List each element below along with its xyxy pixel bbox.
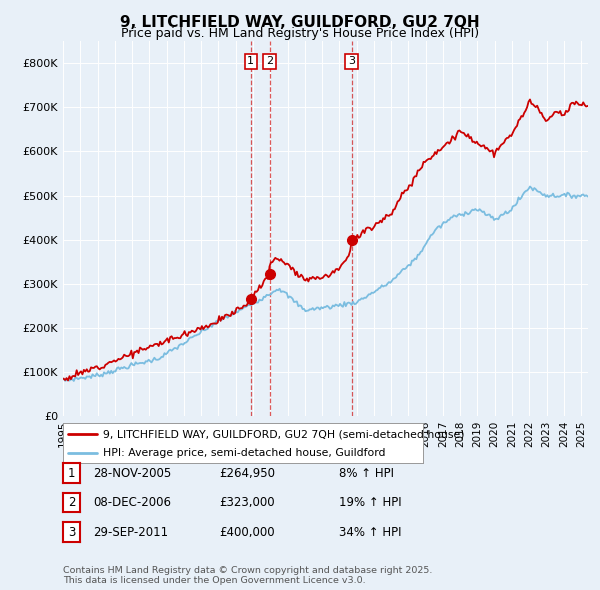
Text: 08-DEC-2006: 08-DEC-2006 (93, 496, 171, 509)
Text: Contains HM Land Registry data © Crown copyright and database right 2025.
This d: Contains HM Land Registry data © Crown c… (63, 566, 433, 585)
Text: 34% ↑ HPI: 34% ↑ HPI (339, 526, 401, 539)
Text: £323,000: £323,000 (219, 496, 275, 509)
Text: 9, LITCHFIELD WAY, GUILDFORD, GU2 7QH: 9, LITCHFIELD WAY, GUILDFORD, GU2 7QH (120, 15, 480, 30)
Text: 8% ↑ HPI: 8% ↑ HPI (339, 467, 394, 480)
Text: 28-NOV-2005: 28-NOV-2005 (93, 467, 171, 480)
Text: 2: 2 (68, 496, 75, 509)
Text: 3: 3 (68, 526, 75, 539)
Text: Price paid vs. HM Land Registry's House Price Index (HPI): Price paid vs. HM Land Registry's House … (121, 27, 479, 40)
Text: 3: 3 (348, 56, 355, 66)
Text: 29-SEP-2011: 29-SEP-2011 (93, 526, 168, 539)
Text: £400,000: £400,000 (219, 526, 275, 539)
Text: 2: 2 (266, 56, 273, 66)
Text: £264,950: £264,950 (219, 467, 275, 480)
Text: 19% ↑ HPI: 19% ↑ HPI (339, 496, 401, 509)
Text: 9, LITCHFIELD WAY, GUILDFORD, GU2 7QH (semi-detached house): 9, LITCHFIELD WAY, GUILDFORD, GU2 7QH (s… (103, 430, 464, 440)
Text: 1: 1 (247, 56, 254, 66)
Text: HPI: Average price, semi-detached house, Guildford: HPI: Average price, semi-detached house,… (103, 448, 385, 458)
Text: 1: 1 (68, 467, 75, 480)
